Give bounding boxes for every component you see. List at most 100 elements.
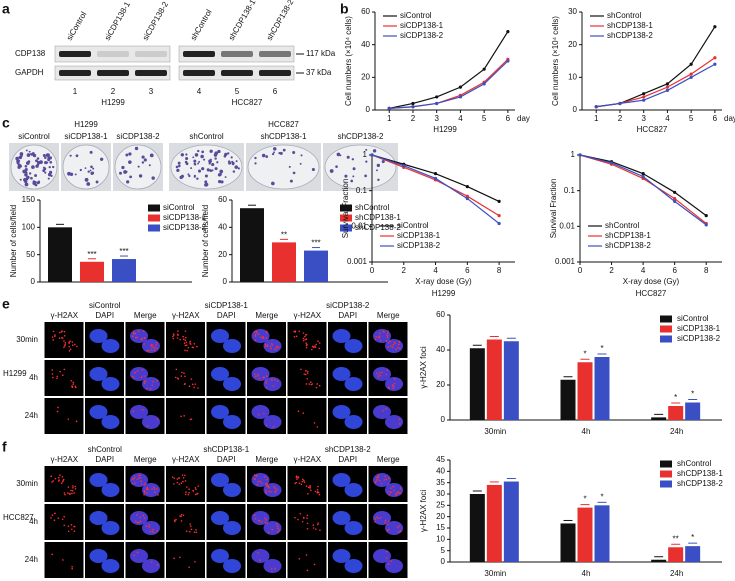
focus — [256, 331, 258, 334]
focus — [133, 376, 135, 379]
bar — [577, 362, 593, 420]
focus — [316, 383, 319, 385]
y-axis-label: Survival Fraction — [549, 179, 558, 239]
colony — [232, 170, 236, 173]
legend-label: siCDP138-1 — [400, 21, 444, 30]
y-tick-label: 0 — [223, 277, 228, 286]
colony — [48, 166, 51, 169]
y-axis-label: Number of cells/field — [201, 205, 210, 277]
point — [435, 95, 439, 99]
focus — [298, 557, 301, 560]
x-tick-label: 6 — [465, 266, 470, 275]
panel-label: e — [2, 296, 10, 312]
condition-title: siCDP138-1 — [205, 301, 249, 310]
dish-label: shControl — [189, 132, 223, 141]
colony — [292, 171, 296, 175]
focus — [70, 489, 72, 492]
focus — [50, 475, 52, 478]
y-tick-label: 40 — [361, 40, 370, 49]
colony — [128, 152, 132, 156]
nucleus — [101, 559, 120, 573]
focus — [52, 339, 55, 341]
colony — [190, 167, 193, 170]
focus — [270, 490, 272, 493]
micro-image — [44, 360, 84, 396]
focus — [153, 486, 155, 489]
subtitle: HCC827 — [637, 125, 668, 134]
x-tick-label: 4 — [665, 114, 670, 123]
focus — [386, 550, 388, 553]
channel-label: γ-H2AX — [172, 311, 200, 320]
focus — [54, 512, 56, 515]
focus — [61, 476, 64, 478]
focus — [72, 486, 74, 489]
nucleus — [89, 329, 108, 343]
focus — [311, 383, 314, 385]
point — [689, 62, 693, 66]
colony — [91, 171, 95, 175]
focus — [140, 376, 143, 378]
focus — [186, 349, 188, 352]
y-axis-label: Number of cells/field — [9, 205, 18, 277]
colony — [134, 146, 139, 151]
colony — [381, 160, 385, 164]
x-tick-label: 1 — [387, 114, 392, 123]
focus — [257, 519, 260, 522]
nucleus — [344, 559, 363, 573]
y-tick-label: 40 — [218, 222, 227, 231]
colony — [235, 160, 238, 163]
nucleus — [332, 367, 351, 381]
focus — [52, 480, 55, 482]
colony — [100, 157, 104, 161]
focus — [63, 515, 65, 518]
legend-label: shControl — [677, 459, 711, 468]
colony — [282, 148, 286, 152]
colony — [350, 179, 354, 183]
focus — [194, 486, 197, 489]
focus — [146, 425, 149, 427]
focus — [306, 517, 308, 519]
focus — [152, 346, 155, 348]
focus — [261, 482, 263, 484]
focus — [180, 513, 183, 516]
focus — [379, 516, 382, 519]
y-tick-label: 0 — [441, 557, 446, 566]
colony — [204, 174, 208, 178]
focus — [387, 346, 389, 348]
focus — [380, 374, 382, 377]
focus — [143, 493, 145, 496]
focus — [179, 556, 181, 559]
focus — [255, 330, 258, 333]
focus — [134, 482, 136, 485]
x-tick-label: 3 — [641, 114, 646, 123]
nucleus — [263, 339, 282, 353]
focus — [193, 343, 196, 345]
nucleus — [385, 339, 403, 353]
legend-swatch — [660, 460, 672, 468]
focus — [270, 568, 273, 570]
colony — [344, 174, 348, 178]
focus — [264, 517, 266, 519]
channel-label: DAPI — [95, 455, 114, 464]
focus — [255, 474, 258, 476]
focus — [56, 410, 59, 413]
time-label: 30min — [16, 479, 38, 488]
focus — [399, 487, 402, 489]
focus — [277, 531, 279, 533]
focus — [59, 474, 61, 476]
focus — [143, 382, 146, 384]
focus — [156, 530, 158, 532]
focus — [302, 516, 305, 519]
focus — [144, 482, 147, 485]
focus — [150, 561, 153, 563]
colony — [137, 165, 140, 168]
nucleus — [251, 549, 270, 563]
colony — [234, 165, 238, 169]
focus — [179, 338, 181, 341]
y-tick-label: 0.01 — [351, 221, 367, 230]
nucleus — [211, 473, 229, 487]
legend-swatch — [148, 224, 160, 232]
focus — [51, 481, 53, 483]
colony — [90, 165, 93, 169]
point — [704, 223, 708, 227]
